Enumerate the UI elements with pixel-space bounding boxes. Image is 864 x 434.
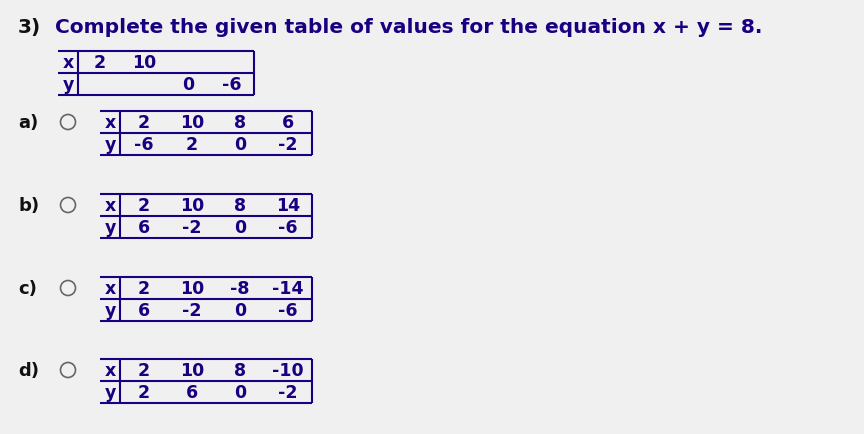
Text: 2: 2 — [138, 279, 150, 297]
Text: 6: 6 — [186, 383, 198, 401]
Text: x: x — [62, 54, 73, 72]
Text: 0: 0 — [234, 301, 246, 319]
Text: y: y — [105, 218, 116, 237]
Text: 10: 10 — [180, 114, 204, 132]
Text: x: x — [105, 197, 116, 214]
Text: 8: 8 — [234, 197, 246, 214]
Text: y: y — [105, 136, 116, 154]
Text: -2: -2 — [182, 301, 202, 319]
Text: 2: 2 — [138, 383, 150, 401]
Text: 10: 10 — [180, 361, 204, 379]
Text: -8: -8 — [230, 279, 250, 297]
Text: 6: 6 — [138, 301, 150, 319]
Text: x: x — [105, 114, 116, 132]
Text: 2: 2 — [138, 197, 150, 214]
Text: 3): 3) — [18, 18, 41, 37]
Text: 6: 6 — [282, 114, 294, 132]
Text: -14: -14 — [272, 279, 304, 297]
Text: Complete the given table of values for the equation x + y = 8.: Complete the given table of values for t… — [55, 18, 762, 37]
Text: 0: 0 — [182, 76, 194, 94]
Text: -10: -10 — [272, 361, 304, 379]
Text: x: x — [105, 279, 116, 297]
Text: 6: 6 — [138, 218, 150, 237]
Text: y: y — [62, 76, 73, 94]
Text: -2: -2 — [182, 218, 202, 237]
Text: 8: 8 — [234, 361, 246, 379]
Text: 14: 14 — [276, 197, 300, 214]
Text: y: y — [105, 383, 116, 401]
Text: 10: 10 — [132, 54, 156, 72]
Text: y: y — [105, 301, 116, 319]
Text: -6: -6 — [134, 136, 154, 154]
Text: 0: 0 — [234, 383, 246, 401]
Text: -2: -2 — [278, 383, 298, 401]
Text: 2: 2 — [138, 114, 150, 132]
Text: b): b) — [18, 197, 39, 214]
Text: 8: 8 — [234, 114, 246, 132]
Text: -6: -6 — [222, 76, 242, 94]
Text: 2: 2 — [186, 136, 198, 154]
Text: 10: 10 — [180, 197, 204, 214]
Text: c): c) — [18, 279, 37, 297]
Text: -2: -2 — [278, 136, 298, 154]
Text: 0: 0 — [234, 136, 246, 154]
Text: 10: 10 — [180, 279, 204, 297]
Text: 2: 2 — [138, 361, 150, 379]
Text: x: x — [105, 361, 116, 379]
Text: 2: 2 — [94, 54, 106, 72]
Text: 0: 0 — [234, 218, 246, 237]
Text: d): d) — [18, 361, 39, 379]
Text: -6: -6 — [278, 218, 298, 237]
Text: a): a) — [18, 114, 38, 132]
Text: -6: -6 — [278, 301, 298, 319]
